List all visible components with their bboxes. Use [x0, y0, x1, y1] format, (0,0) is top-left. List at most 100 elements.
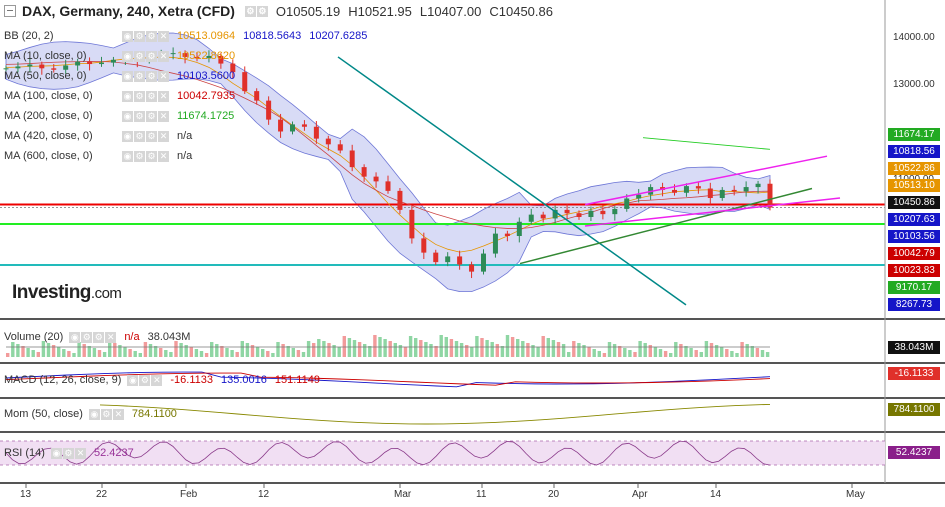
volume-bar: [184, 345, 188, 357]
volume-bar: [97, 350, 102, 357]
candle-body: [731, 189, 737, 192]
volume-bar: [327, 343, 331, 357]
indicator-legend: MA (420, close, 0) ◉ ⚙ ⚙ ✕ n/a: [4, 130, 200, 142]
mom-controls[interactable]: ◉ ⚙ ✕: [88, 408, 124, 420]
volume-bar: [398, 345, 403, 357]
rsi-line: [5, 440, 771, 466]
candle-body: [206, 55, 212, 59]
volume-bar: [628, 350, 632, 357]
indicator-controls[interactable]: ◉ ⚙ ⚙ ✕: [122, 150, 169, 162]
candle-body: [743, 187, 749, 192]
candle-body: [504, 233, 510, 236]
trendlines: [337, 56, 841, 306]
volume-bar: [516, 339, 520, 357]
volume-bar: [567, 352, 571, 357]
volume-bar: [266, 351, 270, 357]
candle-body: [445, 256, 451, 263]
time-axis-label: 14: [710, 489, 722, 500]
volume-bar: [577, 343, 581, 357]
volume-bar: [740, 342, 744, 357]
volume-bar: [633, 352, 637, 357]
volume-bar: [102, 352, 107, 357]
volume-bar: [46, 343, 51, 357]
volume-bar: [485, 340, 489, 357]
candle-body: [39, 64, 45, 69]
rsi-legend: RSI (14) ◉ ⚙ ✕ 52.4237: [4, 447, 134, 459]
indicator-value: 10513.0964: [177, 30, 236, 42]
macd-controls[interactable]: ◉ ⚙ ✕: [127, 374, 163, 386]
candle-body: [624, 198, 630, 209]
indicator-controls[interactable]: ◉ ⚙ ⚙ ✕: [122, 90, 169, 102]
investing-logo: Investing.com: [12, 282, 122, 303]
time-axis-bg: [0, 484, 945, 507]
volume-bar: [210, 342, 214, 357]
price-badge: 10023.83: [888, 264, 940, 277]
rsi-band: [0, 441, 885, 465]
volume-bar: [352, 340, 357, 357]
candle-body: [600, 210, 606, 215]
time-axis-label: 22: [96, 489, 108, 500]
candle-body: [683, 186, 689, 193]
volume-bar: [618, 346, 622, 357]
volume-bar: [709, 343, 714, 357]
volume-legend: Volume (20) ◉ ⚙ ⚙ ✕ n/a 38.043M: [4, 331, 191, 343]
macd-legend: MACD (12, 26, close, 9) ◉ ⚙ ✕ -16.1133 135…: [4, 374, 320, 386]
indicator-controls[interactable]: ◉ ⚙ ⚙ ✕: [122, 30, 169, 42]
volume-bar: [128, 349, 132, 357]
indicator-controls[interactable]: ◉ ⚙ ⚙ ✕: [122, 130, 169, 142]
title-controls[interactable]: ⚙ ⚙: [244, 5, 268, 17]
axes: [0, 484, 945, 507]
candle-body: [672, 189, 677, 193]
candle-body: [385, 181, 391, 191]
volume-bar: [612, 344, 617, 357]
collapse-icon[interactable]: [4, 5, 16, 17]
volume-bar: [337, 347, 341, 357]
volume-bar: [429, 344, 433, 357]
volume-bar: [41, 341, 46, 357]
candle-body: [170, 53, 176, 55]
pane-badge: 38.043M: [888, 341, 940, 354]
candle-body: [337, 144, 343, 151]
time-axis-label: 11: [476, 489, 487, 500]
price-badge: 10522.86: [888, 162, 940, 175]
indicator-legend: BB (20, 2) ◉ ⚙ ⚙ ✕ 10513.0964 10818.5643 10207.…: [4, 30, 375, 42]
volume-bar: [72, 353, 76, 357]
volume-controls[interactable]: ◉ ⚙ ⚙ ✕: [69, 331, 117, 343]
time-axis-label: Mar: [394, 489, 412, 500]
volume-bar: [164, 350, 168, 357]
volume-bar: [169, 352, 173, 357]
volume-bar: [230, 350, 234, 357]
volume-bar: [602, 353, 607, 357]
indicator-name: MA (100, close, 0): [4, 90, 93, 102]
candle-body: [361, 167, 367, 177]
volume-bar: [490, 342, 494, 357]
chart-header: DAX, Germany, 240, Xetra (CFD) ⚙ ⚙ O10505…: [4, 3, 561, 19]
volume-bar: [6, 353, 10, 357]
volume-bar: [408, 336, 413, 357]
volume-bar: [245, 343, 250, 357]
indicator-value: 10818.5643: [243, 30, 302, 42]
indicator-controls[interactable]: ◉ ⚙ ⚙ ✕: [122, 70, 169, 82]
candle-body: [218, 55, 224, 64]
indicator-controls[interactable]: ◉ ⚙ ⚙ ✕: [122, 110, 169, 122]
indicator-legend: MA (600, close, 0) ◉ ⚙ ⚙ ✕ n/a: [4, 150, 200, 162]
indicator-value: 10522.8620: [177, 50, 236, 62]
volume-bar: [276, 342, 280, 357]
price-badge: 10818.56: [888, 145, 940, 158]
volume-bar: [699, 352, 703, 357]
volume-bar: [465, 345, 469, 357]
volume-bar: [189, 347, 193, 357]
volume-bar: [363, 344, 367, 357]
volume-bar: [286, 346, 290, 357]
candle-body: [588, 210, 594, 217]
volume-bar: [113, 343, 117, 357]
volume-bar: [373, 335, 377, 357]
indicator-value: n/a: [177, 150, 193, 162]
candle-body: [301, 124, 307, 127]
candle-body: [278, 119, 284, 132]
candlesticks: [3, 47, 773, 279]
indicator-controls[interactable]: ◉ ⚙ ⚙ ✕: [122, 50, 169, 62]
candle-body: [99, 62, 104, 65]
rsi-controls[interactable]: ◉ ⚙ ✕: [50, 447, 86, 459]
